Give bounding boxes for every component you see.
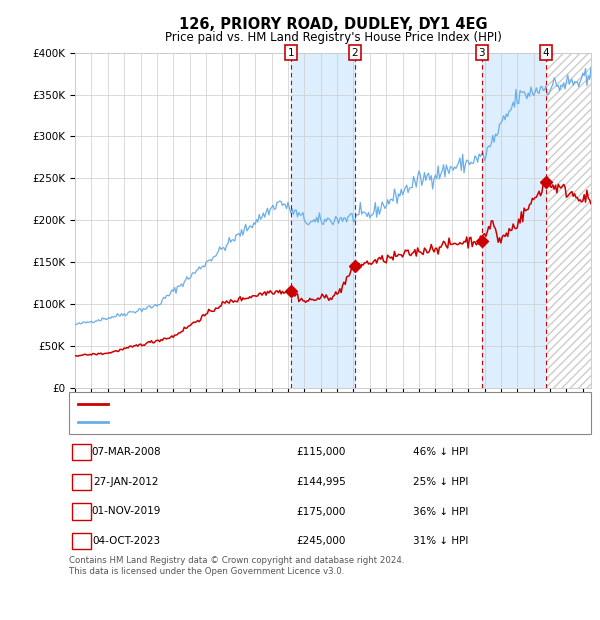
Text: 126, PRIORY ROAD, DUDLEY, DY1 4EG: 126, PRIORY ROAD, DUDLEY, DY1 4EG [179, 17, 487, 32]
Text: 3: 3 [478, 48, 485, 58]
Text: 4: 4 [78, 536, 85, 546]
Text: Contains HM Land Registry data © Crown copyright and database right 2024.
This d: Contains HM Land Registry data © Crown c… [69, 556, 404, 575]
Text: 36% ↓ HPI: 36% ↓ HPI [413, 507, 469, 516]
Text: 07-MAR-2008: 07-MAR-2008 [91, 447, 161, 457]
Bar [291, 53, 355, 388]
Text: Price paid vs. HM Land Registry's House Price Index (HPI): Price paid vs. HM Land Registry's House … [164, 31, 502, 43]
Text: £144,995: £144,995 [296, 477, 346, 487]
Text: £175,000: £175,000 [296, 507, 346, 516]
Text: 1: 1 [78, 447, 85, 457]
Text: 25% ↓ HPI: 25% ↓ HPI [413, 477, 469, 487]
Text: 2: 2 [78, 477, 85, 487]
Text: £115,000: £115,000 [296, 447, 346, 457]
Bar [546, 53, 591, 388]
Text: 31% ↓ HPI: 31% ↓ HPI [413, 536, 469, 546]
Text: 126, PRIORY ROAD, DUDLEY, DY1 4EG (detached house): 126, PRIORY ROAD, DUDLEY, DY1 4EG (detac… [115, 399, 391, 409]
Text: 2: 2 [352, 48, 358, 58]
Text: 01-NOV-2019: 01-NOV-2019 [91, 507, 161, 516]
Text: HPI: Average price, detached house, Dudley: HPI: Average price, detached house, Dudl… [115, 417, 331, 427]
Text: 1: 1 [287, 48, 294, 58]
Text: 3: 3 [78, 507, 85, 516]
Bar [482, 53, 546, 388]
Text: 27-JAN-2012: 27-JAN-2012 [93, 477, 159, 487]
Text: 46% ↓ HPI: 46% ↓ HPI [413, 447, 469, 457]
Text: £245,000: £245,000 [296, 536, 346, 546]
Text: 04-OCT-2023: 04-OCT-2023 [92, 536, 160, 546]
Text: 4: 4 [542, 48, 549, 58]
